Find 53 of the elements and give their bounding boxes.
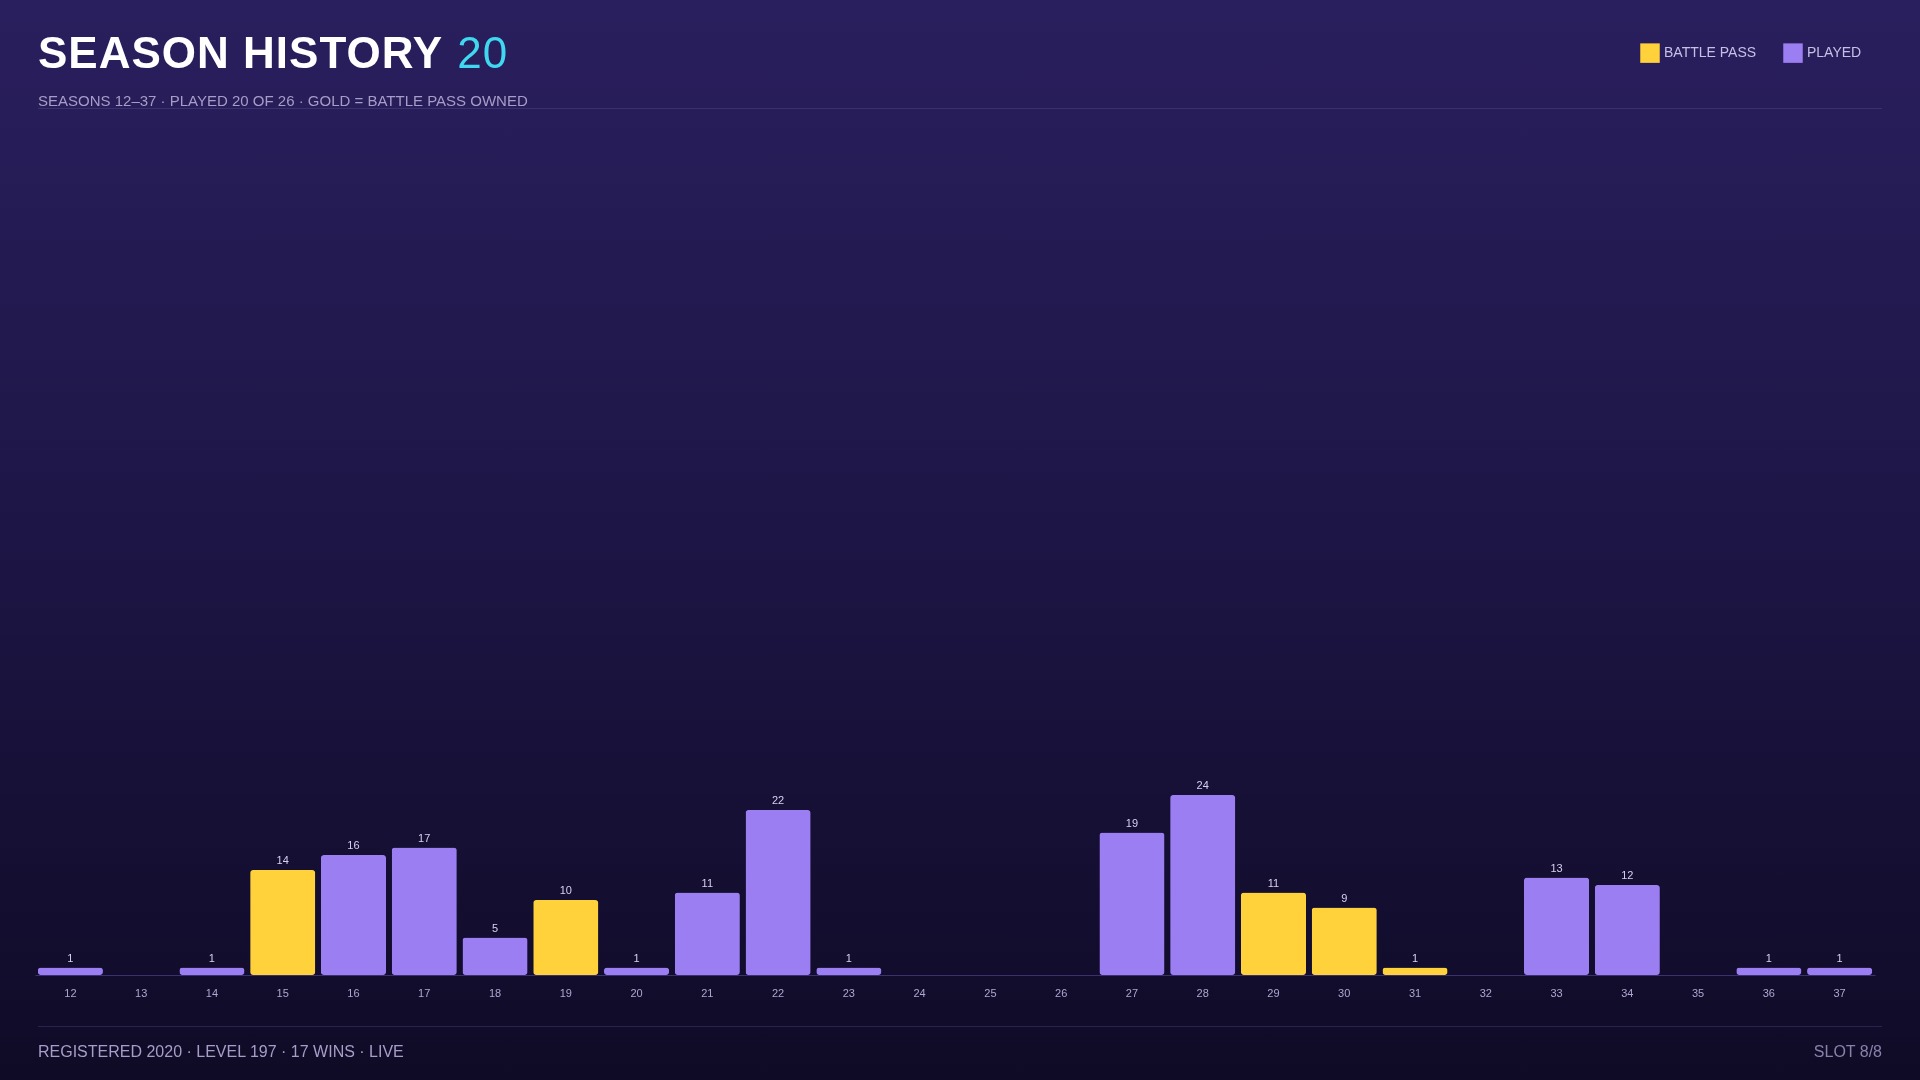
x-tick-label: 21 bbox=[701, 986, 714, 999]
data-label: 1 bbox=[633, 951, 640, 964]
x-tick-label: 17 bbox=[418, 986, 431, 999]
data-label: 9 bbox=[1341, 891, 1348, 904]
data-label: 5 bbox=[491, 921, 499, 934]
data-label: 22 bbox=[771, 794, 785, 806]
x-tick-label: 26 bbox=[1055, 986, 1068, 999]
x-tick-label: 28 bbox=[1196, 986, 1209, 999]
x-tick-label: 14 bbox=[205, 986, 219, 999]
x-tick-label: 18 bbox=[488, 986, 502, 999]
x-tick-label: 35 bbox=[1691, 986, 1705, 999]
x-tick-label: 29 bbox=[1267, 986, 1280, 999]
text: REGISTERED 2020 · LEVEL 197 · 17 WINS · LIVE bbox=[38, 1043, 404, 1061]
data-label: 1 bbox=[67, 951, 74, 964]
data-label: 11 bbox=[1267, 876, 1280, 889]
x-tick-label: 27 bbox=[1125, 986, 1139, 999]
x-tick-label: 33 bbox=[1550, 986, 1563, 999]
text: 20 bbox=[457, 28, 509, 77]
x-tick-label: 12 bbox=[64, 986, 77, 999]
data-label: 11 bbox=[701, 876, 714, 889]
text: SLOT 8/8 bbox=[1813, 1043, 1882, 1061]
x-tick-label: 22 bbox=[771, 986, 785, 999]
x-tick-label: 34 bbox=[1621, 986, 1634, 999]
legend-label: BATTLE PASS bbox=[1664, 44, 1757, 61]
x-tick-label: 16 bbox=[347, 986, 360, 999]
data-label: 1 bbox=[208, 951, 215, 964]
x-tick-label: 37 bbox=[1833, 986, 1846, 999]
x-tick-label: 36 bbox=[1762, 986, 1775, 999]
data-label: 19 bbox=[1125, 816, 1139, 829]
x-tick-label: 19 bbox=[559, 986, 572, 999]
x-tick-label: 13 bbox=[135, 986, 148, 999]
data-label: 14 bbox=[276, 854, 289, 866]
legend-label: PLAYED bbox=[1807, 44, 1862, 61]
x-tick-label: 23 bbox=[842, 986, 855, 999]
data-label: 24 bbox=[1196, 779, 1209, 791]
data-label: 13 bbox=[1550, 861, 1563, 874]
data-label: 1 bbox=[1765, 951, 1772, 964]
chart-subtitle: SEASONS 12–37 · PLAYED 20 OF 26 · GOLD = BATTLE PASS OWNED bbox=[38, 92, 528, 109]
x-tick-label: 15 bbox=[276, 986, 289, 999]
data-label: 16 bbox=[347, 839, 360, 851]
data-label: 1 bbox=[1411, 951, 1419, 964]
x-tick-label: 30 bbox=[1338, 986, 1351, 999]
data-label: 10 bbox=[559, 884, 572, 896]
chart-title: SEASON HISTORY bbox=[38, 28, 444, 77]
data-label: 17 bbox=[418, 831, 431, 844]
x-tick-label: 24 bbox=[913, 986, 926, 999]
x-tick-label: 25 bbox=[984, 986, 997, 999]
x-tick-label: 32 bbox=[1479, 986, 1492, 999]
x-tick-label: 20 bbox=[630, 986, 643, 999]
x-tick-label: 31 bbox=[1408, 986, 1422, 999]
data-label: 1 bbox=[845, 951, 852, 964]
data-label: 12 bbox=[1621, 869, 1634, 881]
data-label: 1 bbox=[1836, 951, 1843, 964]
